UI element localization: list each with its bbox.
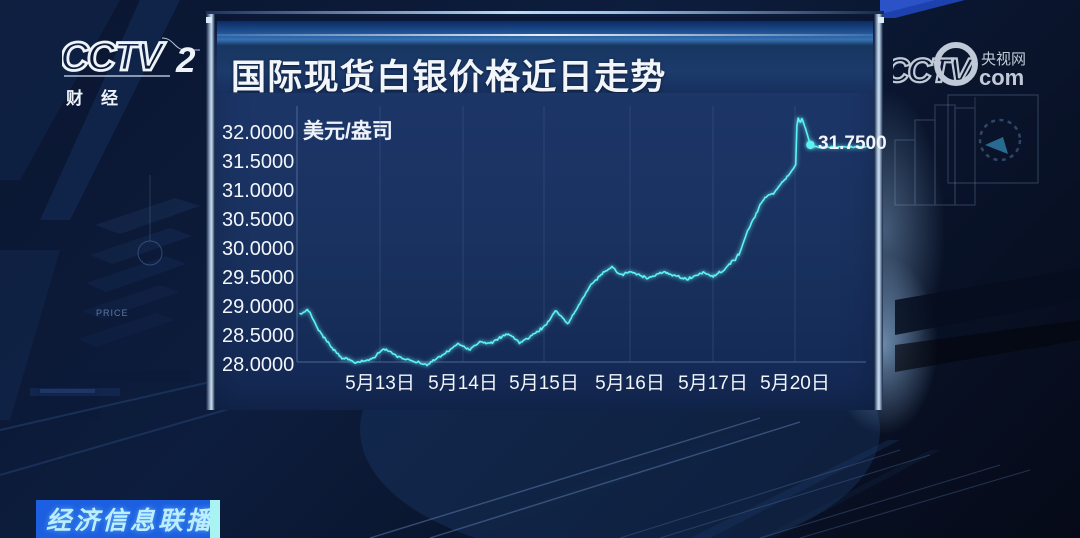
svg-text:PRICE: PRICE	[96, 308, 129, 318]
svg-text:2: 2	[175, 41, 196, 80]
svg-text:com: com	[979, 65, 1024, 90]
svg-text:CCTV: CCTV	[62, 35, 166, 79]
